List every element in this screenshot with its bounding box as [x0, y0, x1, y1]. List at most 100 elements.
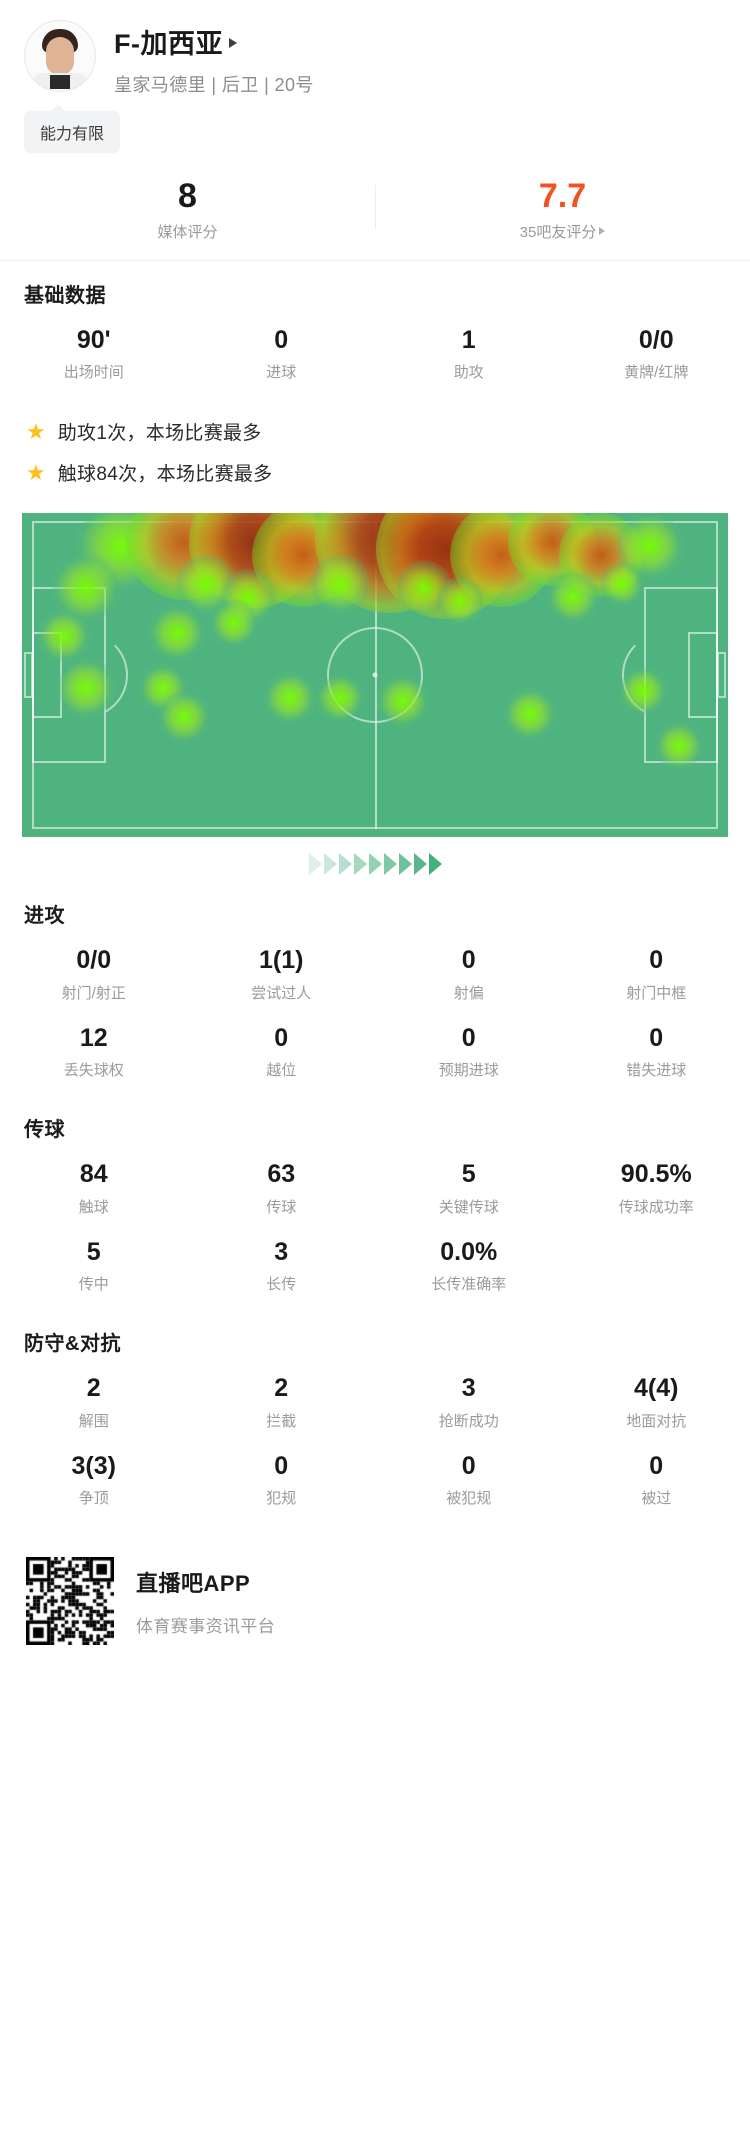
stat-value: 0: [649, 1023, 664, 1052]
stat-label: 抢断成功: [438, 1412, 499, 1430]
section-title-attack: 进攻: [24, 905, 65, 928]
chevron-right-icon: [413, 853, 427, 876]
stat-cell: 0 射偏: [375, 938, 563, 1014]
stat-label: 拦截: [266, 1412, 297, 1430]
stat-cell: 5 关键传球: [375, 1152, 563, 1228]
stat-value: 12: [79, 1023, 108, 1052]
pitch-goal-right: [717, 652, 726, 699]
stat-value: 0: [461, 1023, 476, 1052]
rating-fans[interactable]: 7.7 35吧友评分: [375, 177, 750, 242]
stat-cell: 3 抢断成功: [375, 1366, 563, 1442]
stat-label: 被犯规: [446, 1490, 492, 1508]
stat-label: 射偏: [453, 984, 484, 1002]
stat-value: 84: [79, 1160, 108, 1189]
list-item: ★ 触球84次，本场比赛最多: [26, 452, 750, 493]
star-icon: ★: [26, 418, 46, 444]
stat-label: 越位: [266, 1062, 297, 1080]
rating-fans-label[interactable]: 35吧友评分: [520, 221, 606, 242]
highlights-list: ★ 助攻1次，本场比赛最多 ★ 触球84次，本场比赛最多: [0, 397, 750, 503]
avatar-face: [32, 29, 88, 89]
stat-value: 1: [461, 325, 476, 354]
player-identity: F-加西亚 皇家马德里 | 后卫 | 20号: [114, 16, 314, 97]
footer-text: 直播吧APP 体育赛事资讯平台: [136, 1566, 275, 1637]
stat-label: 射门中框: [626, 984, 687, 1002]
attack-direction-arrows: [22, 837, 728, 881]
stat-cell: 0 越位: [188, 1016, 376, 1092]
section-title-passing: 传球: [24, 1119, 65, 1142]
stat-value: 2: [274, 1374, 289, 1403]
section-title-basic: 基础数据: [24, 284, 106, 307]
app-name: 直播吧APP: [136, 1570, 251, 1596]
stat-label: 助攻: [453, 364, 484, 382]
ratings-row: 8 媒体评分 7.7 35吧友评分: [0, 177, 750, 254]
stat-value: 0/0: [638, 325, 674, 354]
stat-value: 3: [274, 1237, 289, 1266]
rating-media-label-text: 媒体评分: [157, 223, 218, 241]
stat-label: 尝试过人: [251, 984, 312, 1002]
app-footer: 直播吧APP 体育赛事资讯平台: [0, 1523, 750, 1646]
stat-label: 传球: [266, 1198, 297, 1216]
stat-value: 2: [86, 1374, 101, 1403]
rating-media: 8 媒体评分: [0, 177, 375, 242]
stat-value: 3: [461, 1374, 476, 1403]
stat-cell: 0/0 黄牌/红牌: [563, 318, 750, 394]
stat-cell: 2 解围: [0, 1366, 188, 1442]
rating-media-value: 8: [178, 177, 197, 215]
qr-code-icon[interactable]: [26, 1557, 114, 1646]
stat-value: 90.5%: [620, 1160, 692, 1189]
rating-fans-label-text: 35吧友评分: [519, 223, 597, 241]
stat-value: 90': [76, 325, 111, 354]
stat-label: 被过: [641, 1490, 672, 1508]
stat-value: 0: [649, 1451, 664, 1480]
divider: [0, 259, 750, 261]
stat-value: 3(3): [71, 1451, 116, 1480]
player-header: F-加西亚 皇家马德里 | 后卫 | 20号: [0, 0, 750, 97]
pitch-goal-left: [24, 652, 33, 699]
highlight-text: 触球84次，本场比赛最多: [57, 464, 273, 486]
pitch-penalty-arc-left: [84, 632, 128, 719]
player-meta: 皇家马德里 | 后卫 | 20号: [114, 75, 314, 95]
stat-cell: 3 长传: [188, 1230, 376, 1306]
stat-cell: 0 射门中框: [563, 938, 750, 1014]
stat-label: 黄牌/红牌: [624, 364, 689, 382]
stat-value: 0: [461, 946, 476, 975]
stat-label: 犯规: [266, 1490, 297, 1508]
stat-grid-attack: 0/0 射门/射正 1(1) 尝试过人 0 射偏 0 射门中框 12 丢失球权 …: [0, 928, 750, 1095]
stat-label: 传中: [78, 1276, 109, 1294]
pitch-six-yard-right: [688, 632, 718, 719]
avatar[interactable]: [24, 20, 96, 92]
stat-label: 出场时间: [63, 364, 124, 382]
stat-cell: 0/0 射门/射正: [0, 938, 188, 1014]
star-icon: ★: [26, 459, 46, 485]
stat-cell: 84 触球: [0, 1152, 188, 1228]
heatmap-pitch[interactable]: [22, 513, 728, 838]
player-name-row[interactable]: F-加西亚: [114, 22, 314, 61]
rating-media-label: 媒体评分: [157, 221, 217, 242]
stat-value: 1(1): [259, 946, 304, 975]
stat-cell: 90' 出场时间: [0, 318, 188, 394]
chevron-right-icon: [368, 853, 382, 876]
player-tag-wrap: 能力有限: [0, 97, 750, 153]
chevron-right-icon[interactable]: [599, 227, 606, 236]
stat-cell: 0 进球: [188, 318, 376, 394]
stat-cell: 0 犯规: [188, 1444, 376, 1520]
stat-label: 射门/射正: [61, 984, 126, 1002]
stat-value: 0: [649, 946, 664, 975]
stat-label: 长传准确率: [431, 1276, 507, 1294]
stat-label: 触球: [78, 1198, 109, 1216]
stat-label: 传球成功率: [618, 1198, 694, 1216]
chevron-right-icon[interactable]: [228, 38, 237, 48]
heatmap-section: [0, 503, 750, 881]
rating-fans-value: 7.7: [538, 177, 587, 215]
stat-value: 0: [274, 1023, 289, 1052]
section-title-defense: 防守&对抗: [24, 1333, 121, 1356]
chevron-right-icon: [308, 853, 322, 876]
stat-label: 地面对抗: [626, 1412, 687, 1430]
stat-value: 0: [461, 1451, 476, 1480]
stat-cell: 0 错失进球: [563, 1016, 750, 1092]
stat-label: 预期进球: [438, 1062, 499, 1080]
stat-grid-passing: 84 触球 63 传球 5 关键传球 90.5% 传球成功率 5 传中 3 长传…: [0, 1142, 750, 1309]
status-badge: 能力有限: [24, 104, 121, 153]
stat-cell: 1 助攻: [375, 318, 563, 394]
stat-value: 0.0%: [440, 1237, 498, 1266]
